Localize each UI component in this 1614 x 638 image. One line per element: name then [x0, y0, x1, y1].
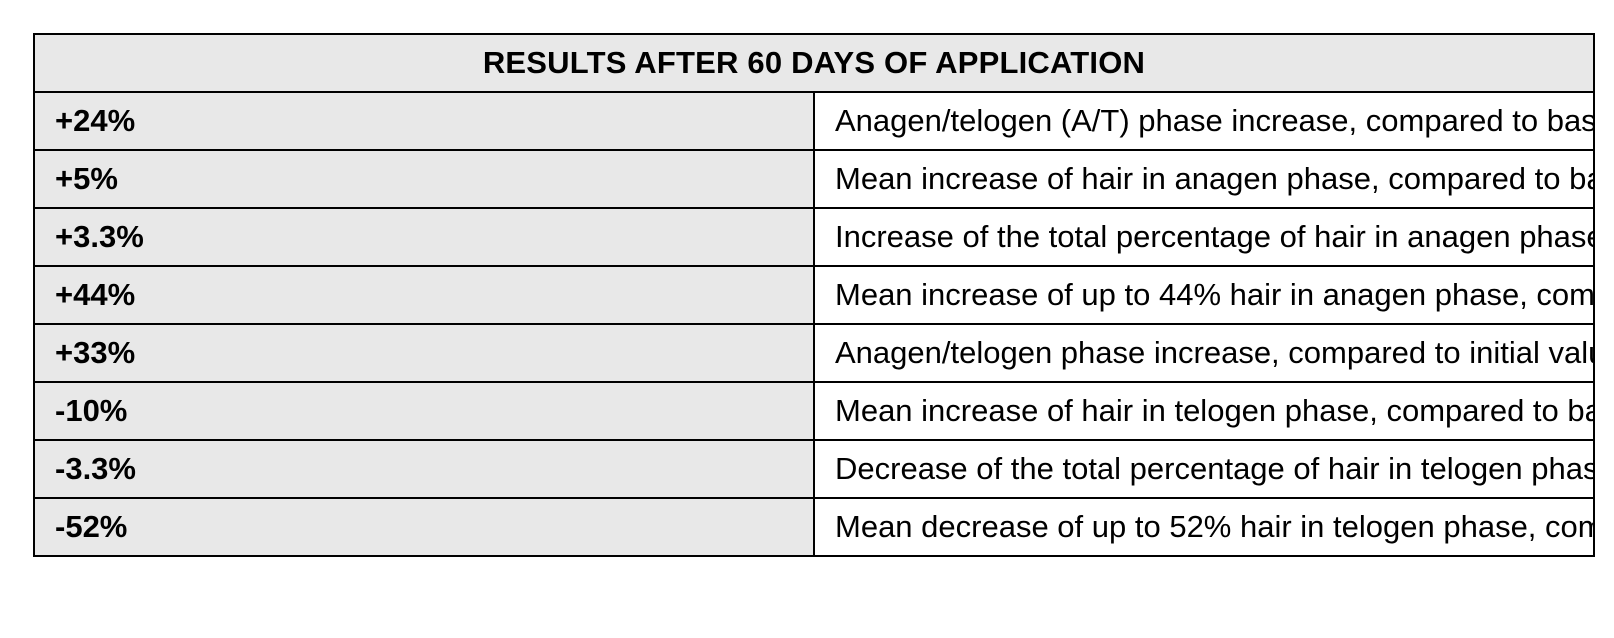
result-value: -3.3%: [33, 439, 815, 499]
table-row: +33% Anagen/telogen phase increase, comp…: [33, 323, 1595, 383]
result-description: Decrease of the total percentage of hair…: [813, 439, 1595, 499]
results-table: RESULTS AFTER 60 DAYS OF APPLICATION +24…: [33, 33, 1595, 557]
result-value: -52%: [33, 497, 815, 557]
table-row: -10% Mean increase of hair in telogen ph…: [33, 381, 1595, 441]
result-description: Anagen/telogen (A/T) phase increase, com…: [813, 91, 1595, 151]
table-header: RESULTS AFTER 60 DAYS OF APPLICATION: [33, 33, 1595, 93]
table-row: +44% Mean increase of up to 44% hair in …: [33, 265, 1595, 325]
result-value: +44%: [33, 265, 815, 325]
result-value: +3.3%: [33, 207, 815, 267]
result-value: -10%: [33, 381, 815, 441]
result-description: Increase of the total percentage of hair…: [813, 207, 1595, 267]
table-row: -52% Mean decrease of up to 52% hair in …: [33, 497, 1595, 557]
result-value: +24%: [33, 91, 815, 151]
result-description: Mean increase of hair in telogen phase, …: [813, 381, 1595, 441]
result-value: +5%: [33, 149, 815, 209]
result-value: +33%: [33, 323, 815, 383]
result-description: Mean increase of hair in anagen phase, c…: [813, 149, 1595, 209]
result-description: Anagen/telogen phase increase, compared …: [813, 323, 1595, 383]
table-row: +3.3% Increase of the total percentage o…: [33, 207, 1595, 267]
table-row: +5% Mean increase of hair in anagen phas…: [33, 149, 1595, 209]
table-row: -3.3% Decrease of the total percentage o…: [33, 439, 1595, 499]
result-description: Mean increase of up to 44% hair in anage…: [813, 265, 1595, 325]
table-row: +24% Anagen/telogen (A/T) phase increase…: [33, 91, 1595, 151]
table-title: RESULTS AFTER 60 DAYS OF APPLICATION: [33, 33, 1595, 93]
table-header-row: RESULTS AFTER 60 DAYS OF APPLICATION: [33, 33, 1595, 93]
result-description: Mean decrease of up to 52% hair in telog…: [813, 497, 1595, 557]
table-body: +24% Anagen/telogen (A/T) phase increase…: [33, 91, 1595, 557]
